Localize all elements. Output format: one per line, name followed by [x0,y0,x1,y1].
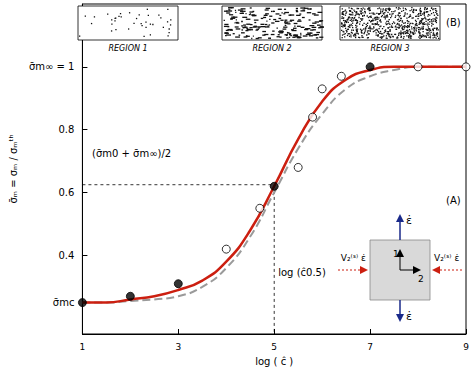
svg-text:1: 1 [80,342,86,352]
svg-text:(B): (B) [446,17,461,28]
svg-text:5: 5 [271,342,277,352]
svg-text:σ̄ₘ = σₘ / σₘᵗʰ: σ̄ₘ = σₘ / σₘᵗʰ [8,134,19,203]
svg-text:0.6: 0.6 [59,187,75,198]
svg-text:ε̇: ε̇ [406,214,412,227]
svg-text:V₂⁽ˢ⁾ ε̇: V₂⁽ˢ⁾ ε̇ [341,253,366,263]
svg-text:(σ̄m0 + σ̄m∞)/2: (σ̄m0 + σ̄m∞)/2 [92,148,171,159]
svg-text:1: 1 [393,249,399,259]
svg-text:ε̇: ε̇ [406,310,412,323]
svg-text:REGION 1: REGION 1 [108,44,147,53]
svg-text:0.8: 0.8 [59,124,75,135]
svg-text:(A): (A) [446,195,461,206]
svg-text:σ̄m∞ = 1: σ̄m∞ = 1 [29,61,75,72]
svg-text:log (ĉ0.5): log (ĉ0.5) [278,267,326,278]
svg-text:0.4: 0.4 [59,250,75,261]
svg-text:REGION 2: REGION 2 [252,44,291,53]
svg-text:V₂⁽ˢ⁾ ε̇: V₂⁽ˢ⁾ ε̇ [434,253,459,263]
svg-text:2: 2 [418,274,424,284]
svg-text:log ( ĉ ): log ( ĉ ) [255,356,293,367]
svg-text:3: 3 [175,342,181,352]
svg-text:REGION 3: REGION 3 [370,44,409,53]
svg-text:9: 9 [463,342,469,352]
svg-text:7: 7 [367,342,373,352]
svg-text:σ̄mc: σ̄mc [53,297,75,308]
